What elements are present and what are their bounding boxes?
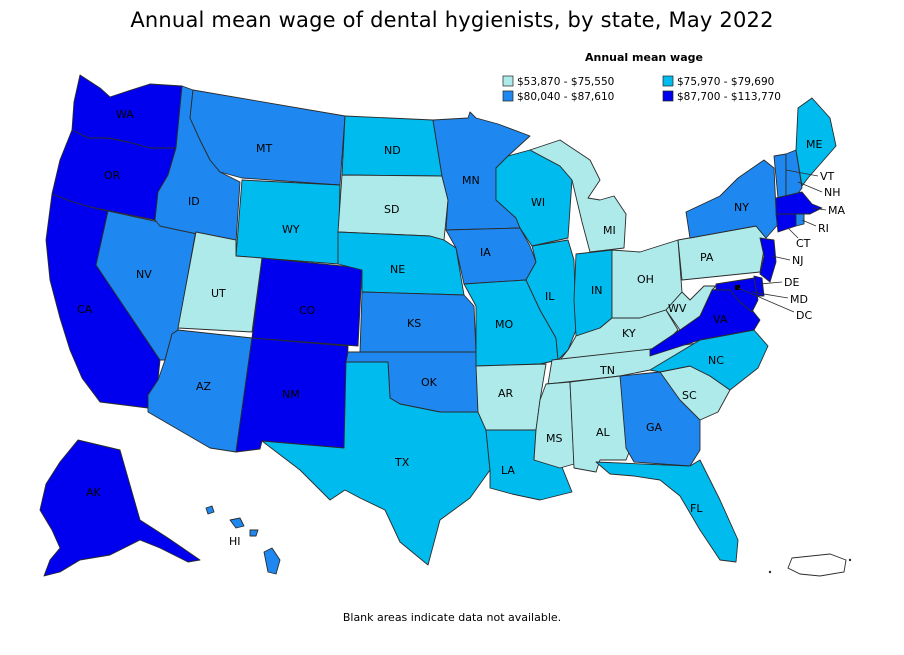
label-mn: MN bbox=[462, 174, 480, 187]
label-ks: KS bbox=[407, 317, 421, 330]
label-tn: TN bbox=[599, 364, 615, 377]
label-nj: NJ bbox=[792, 254, 803, 267]
state-dc[interactable] bbox=[735, 285, 740, 290]
label-al: AL bbox=[596, 426, 611, 439]
state-me[interactable] bbox=[795, 97, 837, 187]
state-ny[interactable] bbox=[685, 159, 783, 239]
state-hi[interactable] bbox=[205, 505, 281, 575]
label-il: IL bbox=[545, 290, 555, 303]
label-ga: GA bbox=[646, 421, 663, 434]
label-mi: MI bbox=[603, 224, 616, 237]
legend-swatch-4 bbox=[662, 90, 674, 102]
label-md: MD bbox=[790, 293, 808, 306]
label-ct: CT bbox=[796, 237, 811, 250]
state-fl[interactable] bbox=[595, 459, 739, 563]
state-mi[interactable] bbox=[529, 139, 627, 253]
label-ma: MA bbox=[828, 204, 845, 217]
label-ok: OK bbox=[421, 376, 438, 389]
label-nm: NM bbox=[282, 388, 300, 401]
label-wa: WA bbox=[116, 108, 134, 121]
state-ri[interactable] bbox=[795, 213, 805, 227]
label-nd: ND bbox=[384, 144, 401, 157]
label-nh: NH bbox=[824, 186, 841, 199]
state-ak[interactable] bbox=[39, 439, 201, 577]
state-co[interactable] bbox=[251, 257, 363, 347]
state-mt[interactable] bbox=[189, 89, 346, 186]
legend-label-2: $75,970 - $79,690 bbox=[677, 76, 774, 88]
state-ks[interactable] bbox=[359, 291, 477, 353]
label-wy: WY bbox=[282, 223, 300, 236]
label-ny: NY bbox=[734, 201, 749, 214]
label-ar: AR bbox=[498, 387, 514, 400]
label-va: VA bbox=[713, 313, 728, 326]
state-ct[interactable] bbox=[775, 213, 797, 233]
legend-title: Annual mean wage bbox=[585, 51, 703, 64]
legend-swatch-2 bbox=[662, 75, 674, 87]
legend-swatch-3 bbox=[502, 90, 514, 102]
state-md[interactable] bbox=[715, 277, 759, 313]
legend-label-1: $53,870 - $75,550 bbox=[517, 76, 614, 88]
label-de: DE bbox=[784, 276, 799, 289]
label-dc: DC bbox=[796, 309, 812, 322]
label-az: AZ bbox=[196, 380, 212, 393]
legend-label-4: $87,700 - $113,770 bbox=[677, 91, 781, 103]
label-mo: MO bbox=[495, 318, 513, 331]
label-nc: NC bbox=[708, 354, 724, 367]
label-co: CO bbox=[299, 304, 316, 317]
footnote: Blank areas indicate data not available. bbox=[342, 611, 562, 624]
state-nh[interactable] bbox=[785, 149, 803, 197]
label-ms: MS bbox=[546, 432, 562, 445]
label-ut: UT bbox=[211, 287, 226, 300]
legend: Annual mean wage $53,870 - $75,550 $75,9… bbox=[502, 51, 781, 103]
states bbox=[39, 74, 852, 577]
label-mt: MT bbox=[256, 142, 272, 155]
label-sc: SC bbox=[682, 389, 697, 402]
label-tx: TX bbox=[394, 456, 410, 469]
label-wi: WI bbox=[531, 196, 545, 209]
label-ky: KY bbox=[622, 327, 636, 340]
legend-swatch-1 bbox=[502, 75, 514, 87]
label-in: IN bbox=[591, 284, 602, 297]
state-nj[interactable] bbox=[759, 237, 777, 283]
state-tx[interactable] bbox=[261, 361, 491, 566]
label-nv: NV bbox=[136, 268, 152, 281]
label-sd: SD bbox=[384, 203, 399, 216]
label-ne: NE bbox=[390, 263, 405, 276]
label-fl: FL bbox=[690, 502, 703, 515]
label-wv: WV bbox=[668, 302, 687, 315]
puerto-rico bbox=[768, 553, 852, 577]
state-labels: WA OR CA NV ID MT WY UT CO AZ NM ND SD N… bbox=[77, 108, 845, 548]
label-pa: PA bbox=[700, 251, 714, 264]
label-id: ID bbox=[188, 195, 200, 208]
label-me: ME bbox=[806, 138, 822, 151]
label-hi: HI bbox=[229, 535, 241, 548]
label-la: LA bbox=[501, 464, 515, 477]
label-ak: AK bbox=[86, 486, 102, 499]
label-ri: RI bbox=[818, 222, 829, 235]
label-ca: CA bbox=[77, 303, 93, 316]
legend-label-3: $80,040 - $87,610 bbox=[517, 91, 614, 103]
state-wy[interactable] bbox=[235, 179, 341, 265]
label-or: OR bbox=[104, 169, 121, 182]
label-oh: OH bbox=[637, 273, 654, 286]
label-ia: IA bbox=[480, 246, 491, 259]
map-title: Annual mean wage of dental hygienists, b… bbox=[130, 8, 774, 32]
state-vt[interactable] bbox=[773, 153, 787, 199]
label-vt: VT bbox=[820, 170, 835, 183]
